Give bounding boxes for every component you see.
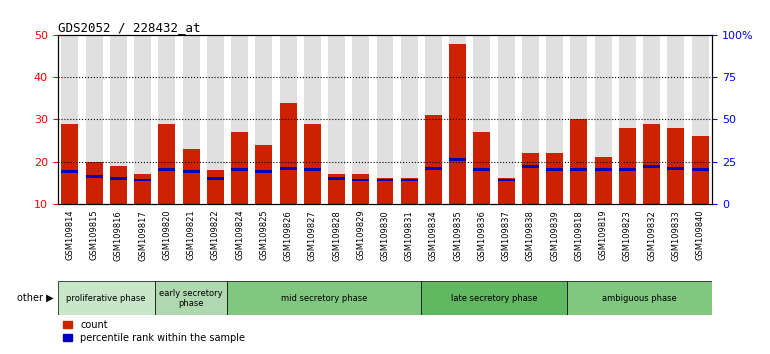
Bar <box>62 35 79 204</box>
Bar <box>522 153 539 204</box>
Bar <box>159 169 176 171</box>
Bar <box>546 169 563 171</box>
Bar <box>256 35 273 204</box>
Bar <box>304 169 321 171</box>
Bar <box>474 35 490 204</box>
Bar <box>643 124 660 204</box>
Bar <box>425 35 442 204</box>
FancyBboxPatch shape <box>227 281 421 315</box>
Text: other ▶: other ▶ <box>17 293 54 303</box>
Bar <box>691 169 708 171</box>
Bar <box>619 128 636 204</box>
Bar <box>449 44 466 204</box>
Text: GDS2052 / 228432_at: GDS2052 / 228432_at <box>58 21 200 34</box>
Bar <box>62 124 79 204</box>
Bar <box>594 169 611 171</box>
Bar <box>619 35 636 204</box>
Bar <box>425 115 442 204</box>
Legend: count, percentile rank within the sample: count, percentile rank within the sample <box>62 320 245 343</box>
Bar <box>304 35 321 204</box>
Bar <box>594 35 611 204</box>
Bar <box>231 169 248 171</box>
Text: mid secretory phase: mid secretory phase <box>281 294 367 303</box>
Bar <box>425 167 442 170</box>
Bar <box>497 178 514 204</box>
FancyBboxPatch shape <box>155 281 227 315</box>
Bar <box>643 165 660 168</box>
Bar <box>85 175 102 178</box>
Bar <box>691 35 708 204</box>
Bar <box>353 174 370 204</box>
Bar <box>110 35 127 204</box>
FancyBboxPatch shape <box>421 281 567 315</box>
Bar <box>256 145 273 204</box>
Bar <box>182 149 199 204</box>
Bar <box>110 177 127 180</box>
Bar <box>497 178 514 182</box>
Bar <box>62 170 79 173</box>
Bar <box>522 35 539 204</box>
Bar <box>546 153 563 204</box>
Bar <box>85 161 102 204</box>
Bar <box>497 35 514 204</box>
Bar <box>159 124 176 204</box>
Bar <box>474 132 490 204</box>
Bar <box>85 35 102 204</box>
Bar <box>668 167 685 170</box>
Bar <box>571 35 588 204</box>
Bar <box>377 178 393 204</box>
Bar <box>594 157 611 204</box>
Bar <box>377 178 393 182</box>
Bar <box>159 35 176 204</box>
Bar <box>280 103 296 204</box>
Bar <box>110 166 127 204</box>
Bar <box>207 177 224 180</box>
Bar <box>134 174 151 204</box>
Bar <box>377 35 393 204</box>
FancyBboxPatch shape <box>567 281 712 315</box>
Bar <box>231 35 248 204</box>
Bar <box>353 35 370 204</box>
Bar <box>134 35 151 204</box>
Bar <box>304 124 321 204</box>
FancyBboxPatch shape <box>58 281 155 315</box>
Bar <box>280 167 296 170</box>
Bar <box>280 35 296 204</box>
Bar <box>328 35 345 204</box>
Bar <box>400 178 417 182</box>
Bar <box>134 178 151 182</box>
Bar <box>571 119 588 204</box>
Bar <box>182 170 199 173</box>
Bar <box>691 136 708 204</box>
Text: ambiguous phase: ambiguous phase <box>602 294 677 303</box>
Bar <box>449 158 466 161</box>
Bar <box>546 35 563 204</box>
Bar <box>400 178 417 204</box>
Bar <box>231 132 248 204</box>
Bar <box>182 35 199 204</box>
Bar <box>643 35 660 204</box>
Bar <box>571 169 588 171</box>
Bar <box>256 170 273 173</box>
Bar <box>400 35 417 204</box>
Bar <box>353 178 370 182</box>
Bar <box>449 35 466 204</box>
Text: proliferative phase: proliferative phase <box>66 294 146 303</box>
Bar <box>474 169 490 171</box>
Bar <box>207 35 224 204</box>
Bar <box>207 170 224 204</box>
Text: late secretory phase: late secretory phase <box>450 294 537 303</box>
Bar <box>668 128 685 204</box>
Bar <box>522 165 539 168</box>
Bar <box>328 174 345 204</box>
Bar <box>328 177 345 180</box>
Bar <box>668 35 685 204</box>
Bar <box>619 169 636 171</box>
Text: early secretory
phase: early secretory phase <box>159 289 223 308</box>
